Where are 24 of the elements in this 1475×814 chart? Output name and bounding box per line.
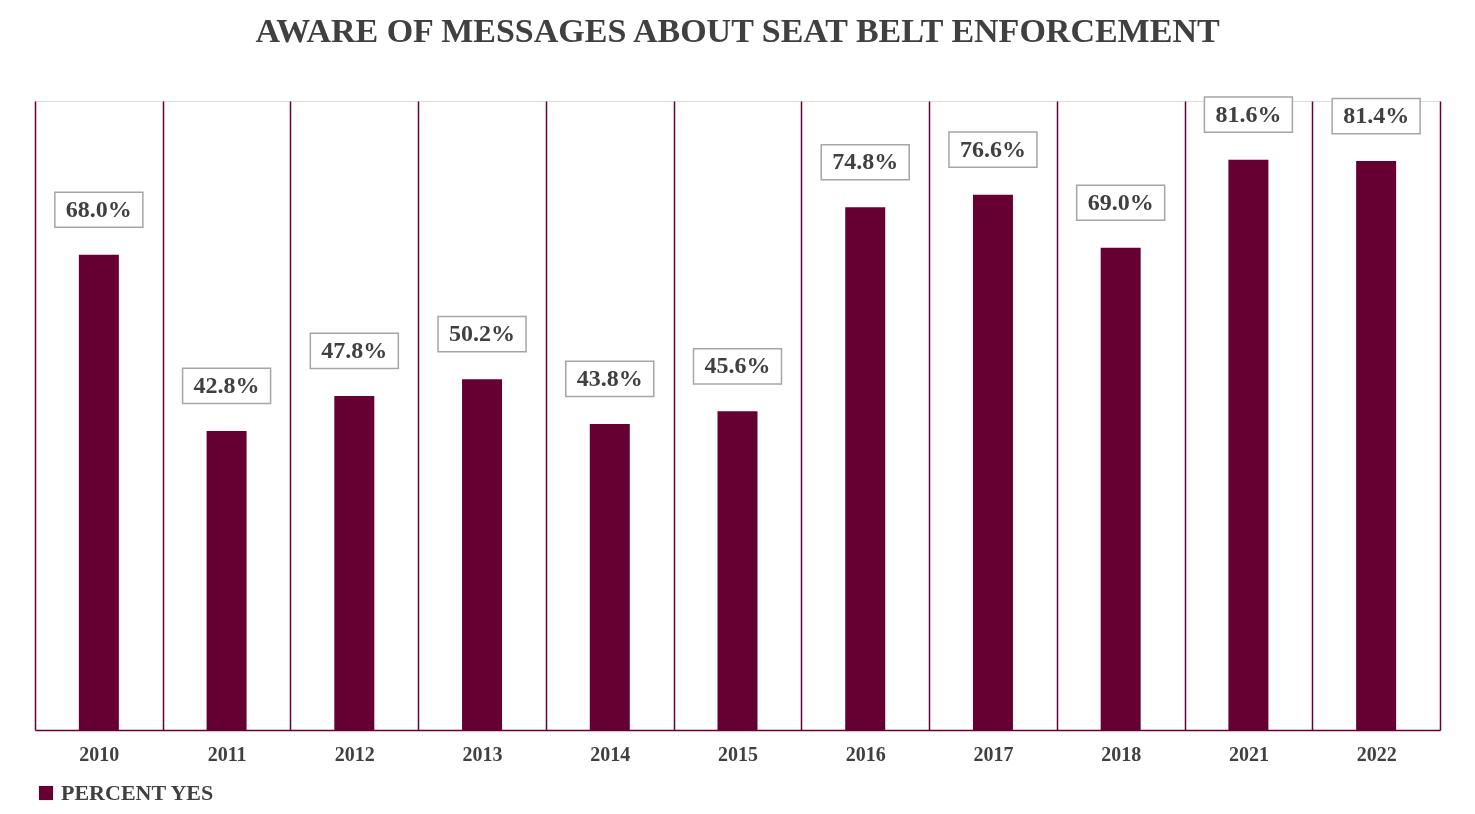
x-tick-label: 2013 (462, 742, 503, 765)
chart-title: AWARE OF MESSAGES ABOUT SEAT BELT ENFORCEMENT (255, 12, 1220, 50)
x-tick-label: 2018 (1101, 742, 1142, 765)
x-tick-label: 2011 (207, 742, 247, 765)
x-tick-label: 2017 (973, 742, 1014, 765)
data-label: 45.6% (704, 352, 771, 379)
x-tick-label: 2022 (1356, 742, 1397, 765)
data-label: 69.0% (1087, 188, 1154, 215)
data-label: 42.8% (193, 371, 260, 398)
x-tick-label: 2021 (1228, 742, 1269, 765)
x-tick-label: 2016 (845, 742, 886, 765)
data-label: 50.2% (449, 320, 516, 347)
data-label: 81.6% (1215, 100, 1282, 127)
data-label: 81.4% (1343, 102, 1410, 129)
data-label: 43.8% (576, 364, 643, 391)
data-label: 47.8% (321, 336, 388, 363)
x-tick-label: 2014 (590, 742, 631, 765)
legend-label: PERCENT YES (61, 780, 214, 805)
data-label: 76.6% (959, 135, 1026, 162)
data-label: 74.8% (832, 148, 899, 175)
x-tick-label: 2012 (334, 742, 375, 765)
x-tick-label: 2010 (79, 742, 120, 765)
x-tick-label: 2015 (718, 742, 758, 765)
data-label: 68.0% (65, 195, 132, 222)
